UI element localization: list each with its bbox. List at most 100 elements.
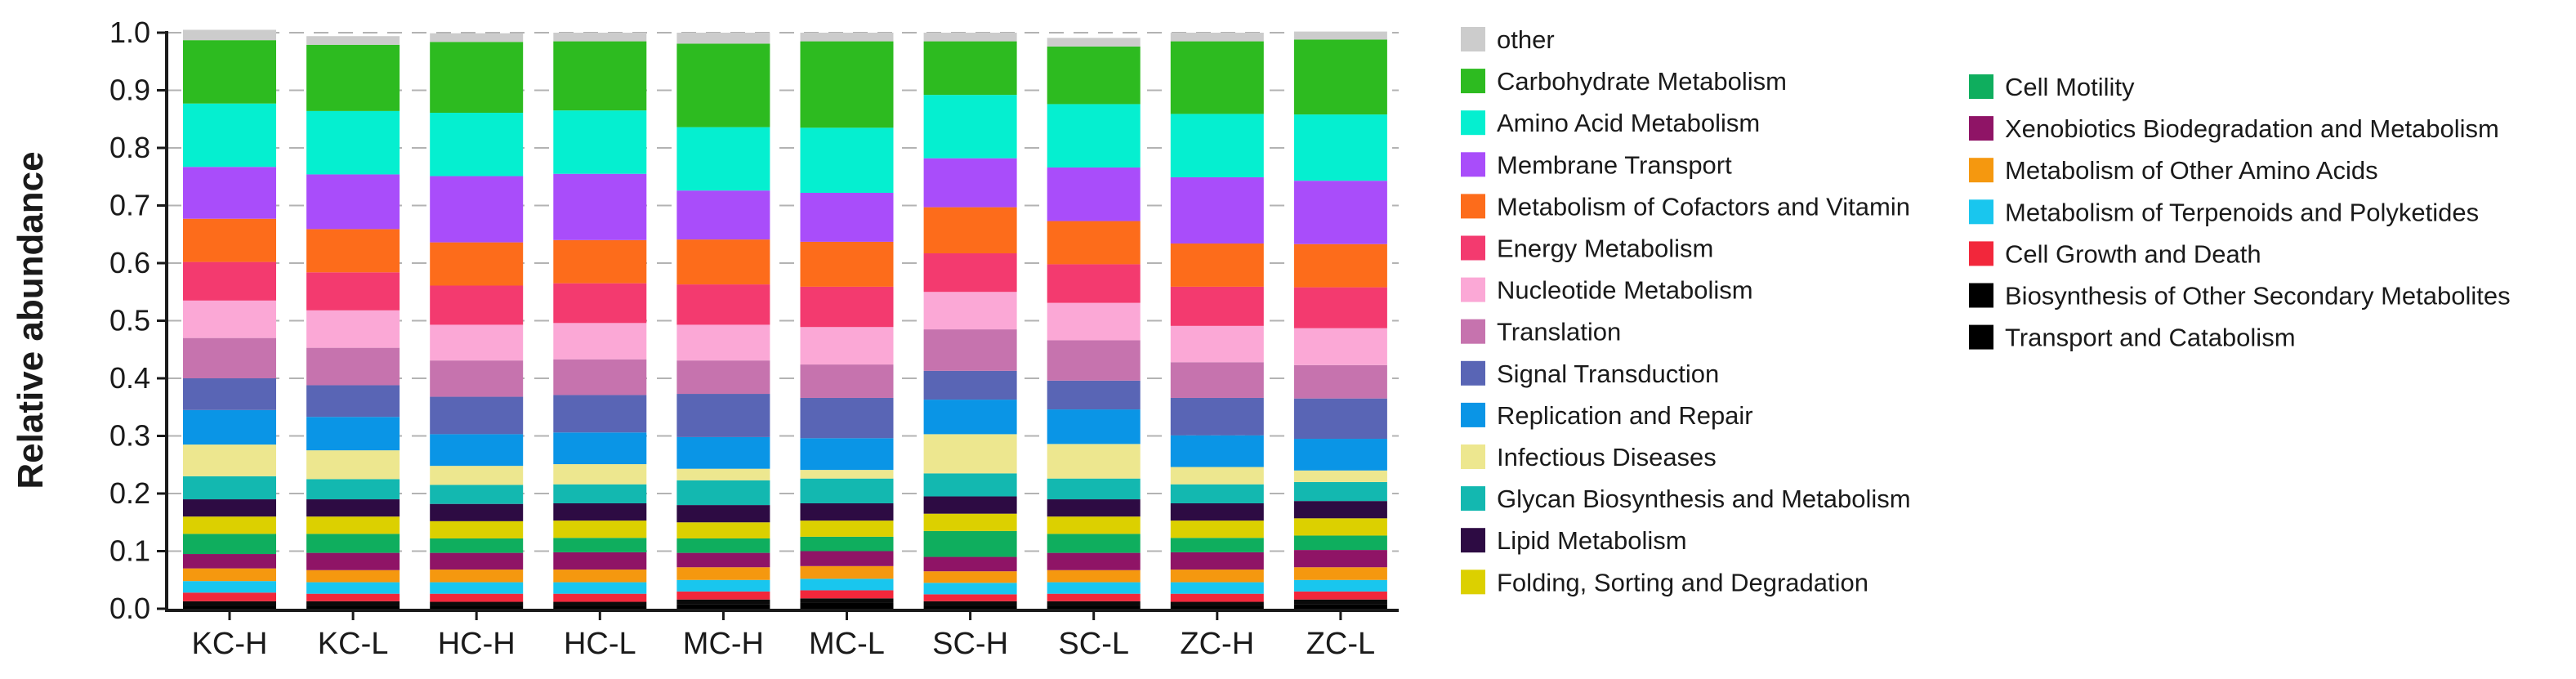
bar-stack-sc-h [923,33,1017,609]
bar-segment-cell-motility [1047,534,1141,553]
bar-segment-glycan-biosynthesis-and-metabolism [1047,478,1141,500]
bar-segment-metabolism-of-terpenoids-and-polyketides [553,582,647,594]
bar-segment-xenobiotics-biodegradation-and-metabolism [1293,550,1387,568]
bar-segment-carbohydrate-metabolism [1293,39,1387,115]
y-tick-label: 0.3 [109,419,150,453]
bar-segment-cell-growth-and-death [430,593,524,602]
bar-segment-cell-motility [183,534,276,555]
bar-segment-infectious-diseases [306,450,400,480]
x-tick-label: SC-L [1058,627,1129,661]
bar-segment-metabolism-of-terpenoids-and-polyketides [306,582,400,594]
bar-segment-xenobiotics-biodegradation-and-metabolism [430,552,524,570]
bar-segment-membrane-transport [430,176,524,243]
bar-segment-amino-acid-metabolism [553,110,647,174]
bar-segment-amino-acid-metabolism [1293,114,1387,181]
bar-segment-folding-sorting-and-degradation [553,520,647,538]
bar-segment-replication-and-repair [1293,439,1387,471]
bar-segment-signal-transduction [430,396,524,435]
bar-segment-amino-acid-metabolism [923,95,1017,159]
y-tick-label: 0.0 [109,592,150,625]
bar-segment-energy-metabolism [676,284,770,325]
legend-item: Transport and Catabolism [1969,324,2296,352]
bar-segment-signal-transduction [923,370,1017,400]
bar-segment-translation [923,329,1017,371]
legend-label: Cell Motility [2005,73,2135,101]
bar-segment-translation [1047,340,1141,381]
bar-segment-translation [306,347,400,386]
bar-segment-amino-acid-metabolism [183,103,276,168]
bar-segment-amino-acid-metabolism [1047,104,1141,168]
bar-segment-replication-and-repair [553,432,647,465]
bar-segment-signal-transduction [183,378,276,410]
bar-segment-nucleotide-metabolism [676,324,770,361]
bar-segment-lipid-metabolism [1047,499,1141,517]
bar-segment-translation [1293,364,1387,399]
bar-segment-transport-and-catabolism [676,604,770,609]
bar-segment-cell-growth-and-death [306,593,400,601]
bar-stack-kc-h [183,29,276,609]
legend-swatch [1461,360,1485,386]
bar-segment-nucleotide-metabolism [923,292,1017,330]
legend-item: Metabolism of Cofactors and Vitamin [1461,192,1910,221]
bar-segment-transport-and-catabolism [1047,605,1141,609]
bar-segment-metabolism-of-cofactors-and-vitamin [430,242,524,286]
bar-segment-nucleotide-metabolism [553,323,647,360]
bar-segment-translation [553,359,647,395]
bar-segment-other [1170,33,1264,42]
bar-segment-transport-and-catabolism [306,605,400,609]
bar-segment-metabolism-of-terpenoids-and-polyketides [1293,579,1387,592]
bar-segment-nucleotide-metabolism [800,327,894,365]
bar-segment-metabolism-of-cofactors-and-vitamin [1047,221,1141,265]
bar-segment-glycan-biosynthesis-and-metabolism [800,478,894,503]
bar-segment-glycan-biosynthesis-and-metabolism [183,476,276,500]
bar-segment-biosynthesis-of-other-secondary-metabolites [1293,599,1387,605]
bar-segment-cell-motility [1170,538,1264,552]
bar-stack-kc-l [306,36,400,609]
bar-segment-signal-transduction [1047,380,1141,410]
legend-swatch [1461,444,1485,469]
bar-segment-xenobiotics-biodegradation-and-metabolism [923,556,1017,572]
bar-segment-xenobiotics-biodegradation-and-metabolism [676,552,770,568]
legend-swatch [1969,324,1993,350]
legend-label: Nucleotide Metabolism [1497,276,1753,305]
legend-swatch [1461,235,1485,261]
bar-segment-metabolism-of-terpenoids-and-polyketides [1170,582,1264,594]
bar-segment-metabolism-of-other-amino-acids [800,565,894,579]
legend-item: Metabolism of Other Amino Acids [1969,156,2378,185]
legend-swatch [1461,152,1485,177]
bar-segment-infectious-diseases [1170,467,1264,485]
bar-segment-xenobiotics-biodegradation-and-metabolism [800,551,894,566]
bar-segment-folding-sorting-and-degradation [183,516,276,534]
bar-segment-nucleotide-metabolism [430,324,524,361]
bar-segment-energy-metabolism [306,272,400,310]
legend-item: Xenobiotics Biodegradation and Metabolis… [1969,114,2499,143]
legend-swatch [1969,116,1993,141]
bar-stack-hc-h [430,33,524,609]
bar-segment-biosynthesis-of-other-secondary-metabolites [1047,601,1141,606]
legend-item: Metabolism of Terpenoids and Polyketides [1969,198,2479,226]
legend-swatch [1969,241,1993,266]
x-tick-label: KC-L [318,627,389,661]
legend-label: Signal Transduction [1497,360,1719,388]
bar-segment-cell-motility [1293,535,1387,551]
bar-segment-folding-sorting-and-degradation [1170,520,1264,538]
bar-segment-translation [1170,362,1264,398]
bar-segment-cell-motility [923,530,1017,557]
bar-segment-cell-growth-and-death [553,593,647,602]
bar-segment-infectious-diseases [923,434,1017,474]
legend-label: Membrane Transport [1497,150,1732,179]
bar-segment-metabolism-of-other-amino-acids [676,567,770,580]
bar-segment-cell-motility [553,538,647,552]
bar-segment-metabolism-of-terpenoids-and-polyketides [800,578,894,591]
legend-label: other [1497,25,1555,54]
bar-segment-xenobiotics-biodegradation-and-metabolism [1047,552,1141,570]
bar-segment-transport-and-catabolism [183,605,276,609]
x-tick-label: ZC-L [1306,627,1375,661]
legend-label: Amino Acid Metabolism [1497,109,1760,137]
legend-item: other [1461,25,1555,54]
bar-segment-membrane-transport [553,173,647,240]
legend-label: Cell Growth and Death [2005,239,2261,268]
bar-segment-other [676,33,770,44]
legend-label: Carbohydrate Metabolism [1497,67,1787,96]
